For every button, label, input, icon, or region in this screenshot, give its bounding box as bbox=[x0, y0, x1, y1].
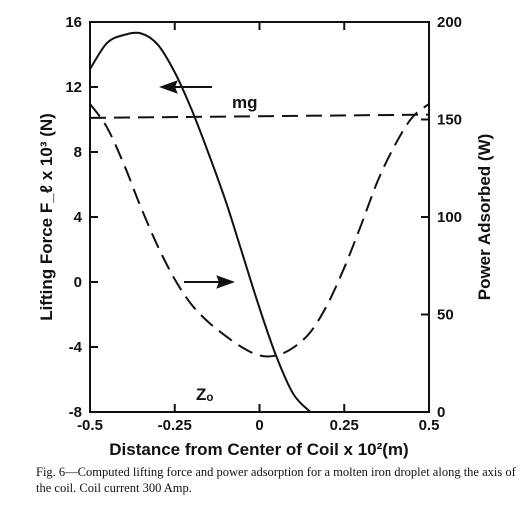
mg-label: mg bbox=[232, 93, 258, 112]
y-left-axis-title: Lifting Force F_ℓ x 10³ (N) bbox=[37, 113, 56, 321]
arrow-to-right-axis bbox=[184, 275, 235, 289]
x-tick-label: -0.25 bbox=[158, 417, 192, 434]
power-absorbed-line bbox=[89, 103, 430, 358]
x-tick-label: 0.5 bbox=[419, 417, 440, 434]
x-ticks: -0.5 -0.25 0 0.25 0.5 bbox=[77, 22, 439, 434]
y-right-tick-label: 100 bbox=[437, 209, 462, 226]
y-left-tick-label: 4 bbox=[74, 209, 83, 226]
x-tick-label: 0.25 bbox=[330, 417, 359, 434]
y-right-ticks: 0 50 100 150 200 bbox=[421, 14, 462, 421]
lifting-force-line bbox=[89, 31, 312, 413]
mg-reference-line bbox=[89, 113, 430, 119]
figure-caption: Fig. 6—Computed lifting force and power … bbox=[36, 465, 516, 495]
y-right-tick-label: 150 bbox=[437, 112, 462, 129]
y-left-tick-label: -8 bbox=[69, 404, 82, 421]
y-left-tick-label: 12 bbox=[65, 79, 82, 96]
y-left-tick-label: 16 bbox=[65, 14, 82, 31]
x-axis-title: Distance from Center of Coil x 10²(m) bbox=[109, 440, 408, 459]
y-left-ticks: -8 -4 0 4 8 12 16 bbox=[65, 14, 98, 421]
x-tick-label: -0.5 bbox=[77, 417, 103, 434]
y-right-tick-label: 0 bbox=[437, 404, 445, 421]
y-right-axis-title: Power Adsorbed (W) bbox=[475, 134, 494, 301]
x-tick-label: 0 bbox=[255, 417, 263, 434]
y-left-tick-label: 0 bbox=[74, 274, 82, 291]
z0-label: Zₒ bbox=[196, 385, 213, 404]
series-layer bbox=[89, 31, 430, 413]
y-right-tick-label: 200 bbox=[437, 14, 462, 31]
y-left-tick-label: -4 bbox=[69, 339, 83, 356]
arrow-to-left-axis bbox=[159, 80, 212, 94]
y-right-tick-label: 50 bbox=[437, 307, 454, 324]
plot-frame bbox=[89, 21, 430, 413]
y-left-tick-label: 8 bbox=[74, 144, 82, 161]
